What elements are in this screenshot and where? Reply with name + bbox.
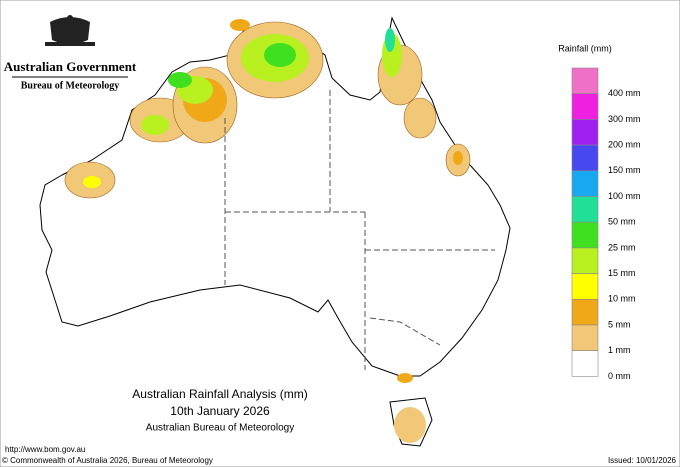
legend-swatch: [571, 324, 599, 352]
legend-label: 5 mm: [608, 319, 631, 329]
legend-label: 400 mm: [608, 88, 641, 98]
legend-label: 1 mm: [608, 345, 631, 355]
legend-swatch: [571, 93, 599, 120]
legend: 400 mm 300 mm 200 mm 150 mm 100 mm 50 mm 25 mm…: [571, 67, 641, 381]
legend-swatch: [571, 67, 599, 95]
legend-label: 0 mm: [608, 371, 631, 381]
rainfall-areas: [64, 19, 471, 443]
map-date: 10th January 2026: [170, 404, 270, 418]
government-name: Australian Government: [4, 59, 137, 74]
legend-swatch: [571, 196, 599, 223]
legend-label: 100 mm: [608, 191, 641, 201]
url: http://www.bom.gov.au: [5, 445, 85, 454]
legend-swatch: [571, 273, 599, 300]
legend-label: 15 mm: [608, 268, 636, 278]
legend-swatch: [571, 119, 599, 146]
legend-swatch: [571, 170, 599, 197]
legend-swatch: [571, 247, 599, 274]
legend-label: 150 mm: [608, 165, 641, 175]
legend-swatch: [571, 221, 599, 249]
legend-swatch: [571, 298, 599, 326]
legend-label: 300 mm: [608, 114, 641, 124]
legend-title: Rainfall (mm): [558, 43, 612, 53]
crest: [45, 15, 95, 46]
agency-name: Bureau of Meteorology: [21, 80, 120, 91]
legend-swatch: [571, 350, 599, 377]
legend-swatch: [571, 144, 599, 172]
issued-date: Issued: 10/01/2026: [608, 456, 677, 465]
copyright: © Commonwealth of Australia 2026, Bureau…: [2, 456, 213, 465]
legend-label: 200 mm: [608, 139, 641, 149]
legend-label: 50 mm: [608, 217, 636, 227]
legend-label: 10 mm: [608, 294, 636, 304]
legend-label: 25 mm: [608, 242, 636, 252]
map-title: Australian Rainfall Analysis (mm): [132, 387, 307, 401]
state-borders: [224, 90, 495, 370]
map-source: Australian Bureau of Meteorology: [146, 423, 294, 434]
